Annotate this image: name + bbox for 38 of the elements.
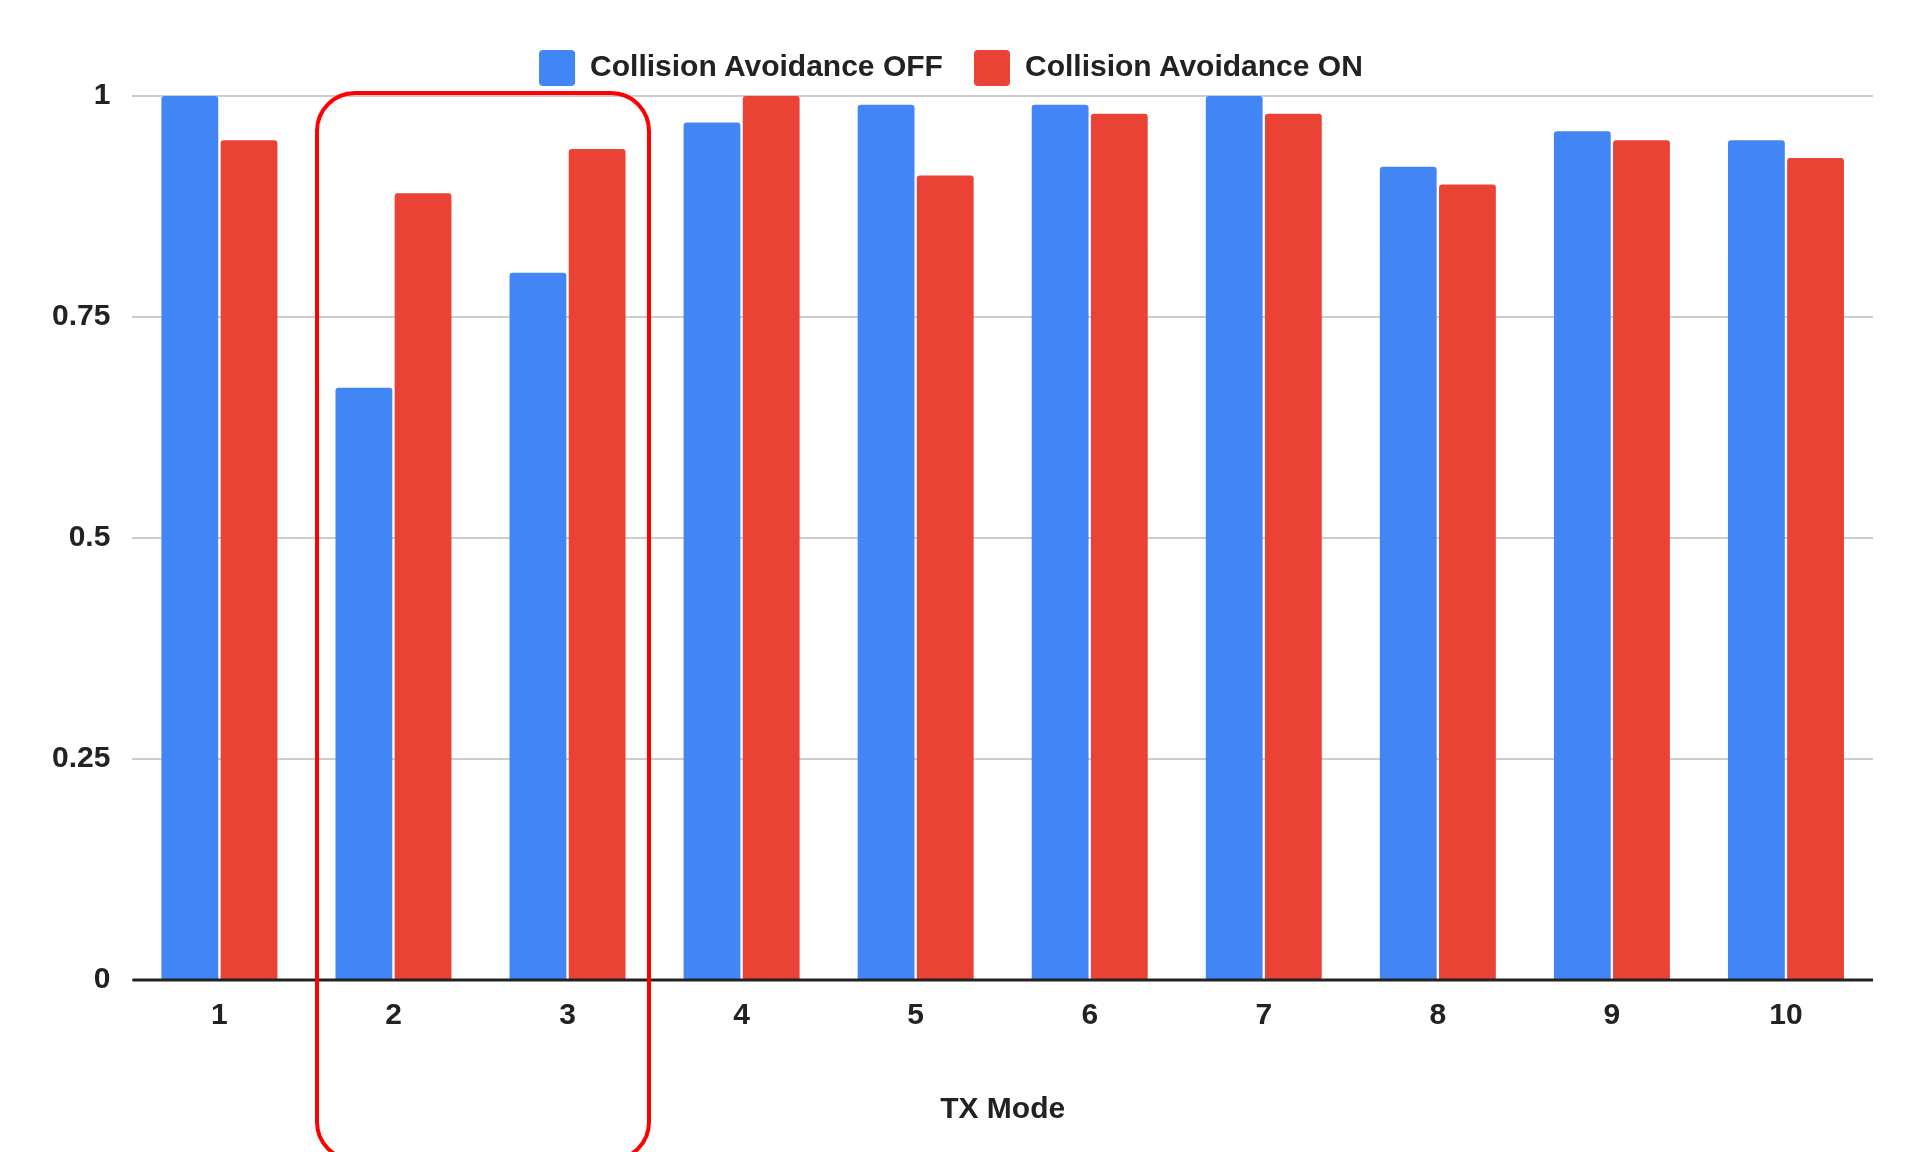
- x-tick-label: 3: [559, 997, 576, 1031]
- x-tick-label: 9: [1603, 997, 1621, 1031]
- y-tick-label: 0.25: [52, 740, 111, 774]
- x-tick-label: 1: [211, 997, 228, 1031]
- bar: [857, 104, 915, 979]
- bar: [568, 149, 626, 979]
- bar: [1379, 166, 1437, 979]
- x-tick-label: 5: [907, 997, 925, 1031]
- bar: [1439, 184, 1496, 979]
- bar: [1727, 140, 1785, 979]
- bar: [509, 272, 567, 979]
- x-tick-label: 10: [1769, 997, 1803, 1031]
- y-tick-label: 0.5: [68, 519, 111, 553]
- bar: [1613, 140, 1670, 979]
- bar: [683, 122, 741, 979]
- y-tick-label: 1: [93, 77, 111, 111]
- bar: [1031, 104, 1089, 979]
- x-axis-title: TX Mode: [940, 1091, 1066, 1125]
- bar: [1787, 157, 1844, 979]
- x-tick-label: 6: [1081, 997, 1099, 1031]
- bar: [1264, 113, 1322, 979]
- legend-label: Collision Avoidance ON: [1024, 49, 1363, 83]
- x-tick-label: 2: [385, 997, 402, 1031]
- x-tick-label: 7: [1255, 997, 1273, 1031]
- bar: [394, 193, 452, 979]
- bar: [916, 175, 974, 979]
- bar: [1553, 131, 1611, 979]
- bar: [335, 387, 393, 979]
- legend-label: Collision Avoidance OFF: [590, 49, 943, 83]
- bar: [1090, 113, 1148, 979]
- bar: [1205, 96, 1263, 979]
- bar: [742, 96, 800, 979]
- bar: [161, 96, 219, 979]
- y-tick-label: 0.75: [52, 298, 111, 332]
- x-tick-label: 4: [733, 997, 751, 1031]
- y-tick-label: 0: [93, 961, 111, 995]
- bar: [220, 140, 278, 979]
- x-tick-label: 8: [1429, 997, 1447, 1031]
